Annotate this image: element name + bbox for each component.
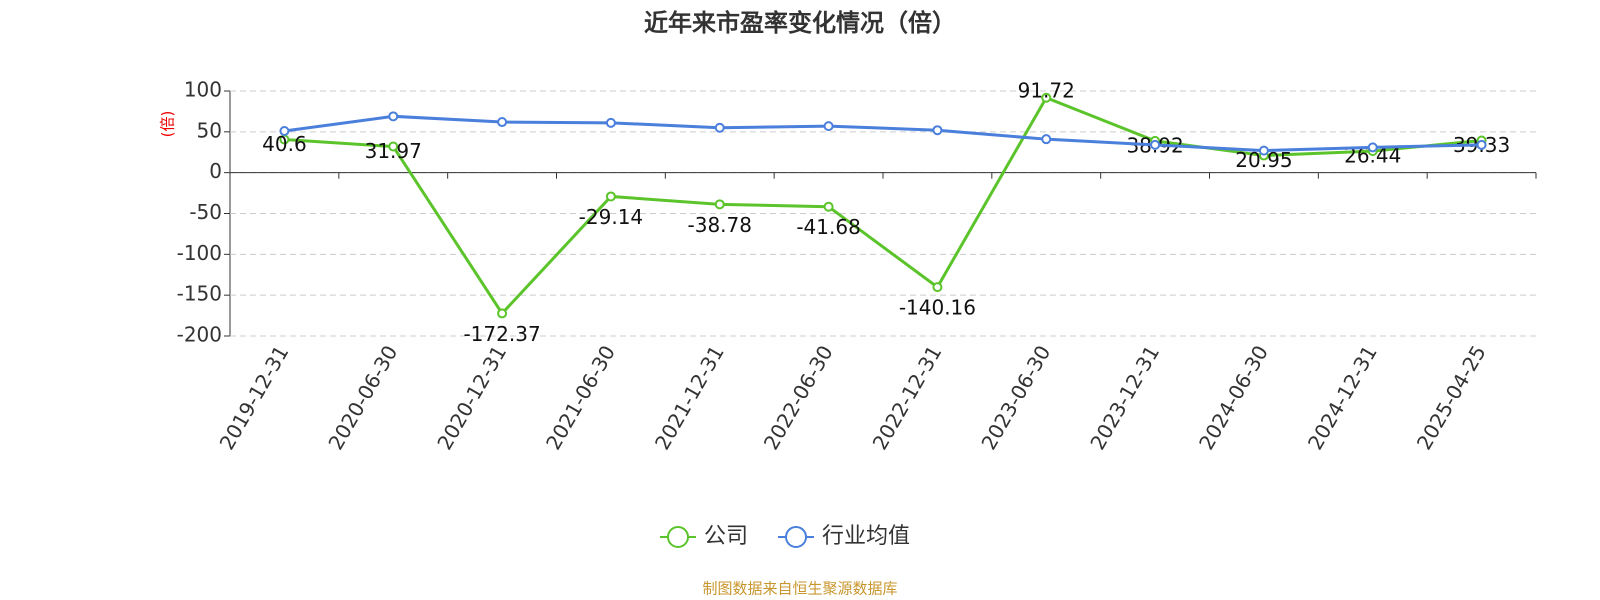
point — [605, 191, 616, 202]
chart-title: 近年来市盈率变化情况（倍） — [644, 9, 956, 37]
y-tick-label: 100 — [184, 78, 222, 102]
point — [1041, 92, 1052, 103]
data-label: -41.68 — [796, 215, 860, 239]
x-tick-label: 2021-06-30 — [541, 341, 620, 454]
data-label: -38.78 — [688, 213, 752, 237]
point — [1041, 134, 1052, 145]
point — [823, 121, 834, 132]
point — [932, 125, 943, 136]
source-note: 制图数据来自恒生聚源数据库 — [702, 580, 897, 598]
x-tick-label: 2024-12-31 — [1303, 341, 1382, 454]
y-tick-label: -100 — [177, 241, 222, 265]
x-tick-label: 2023-06-30 — [976, 341, 1055, 454]
point — [605, 117, 616, 128]
y-tick-label: -50 — [189, 200, 222, 224]
x-tick-label: 2021-12-31 — [650, 341, 729, 454]
data-label: -172.37 — [463, 322, 540, 346]
series-line — [284, 95, 1482, 316]
point — [1476, 139, 1487, 150]
data-label: -140.16 — [899, 296, 976, 320]
x-tick-label: 2025-04-25 — [1412, 341, 1491, 454]
data-label: 91.72 — [1018, 78, 1075, 102]
legend-marker — [667, 526, 689, 548]
series-line — [284, 114, 1482, 153]
point — [714, 199, 725, 210]
point — [1150, 139, 1161, 150]
legend-label: 行业均值 — [822, 524, 910, 549]
y-axis-label: (倍) — [159, 111, 177, 138]
point — [1258, 145, 1269, 156]
y-tick-label: 50 — [197, 118, 222, 142]
point — [823, 201, 834, 212]
point — [388, 141, 399, 152]
data-label: 31.97 — [365, 139, 422, 163]
point — [388, 111, 399, 122]
point — [279, 126, 290, 137]
x-tick-label: 2024-06-30 — [1194, 341, 1273, 454]
x-tick-label: 2022-06-30 — [759, 341, 838, 454]
point — [497, 308, 508, 319]
x-tick-label: 2022-12-31 — [868, 341, 947, 454]
legend-label: 公司 — [704, 524, 748, 549]
point — [1367, 142, 1378, 153]
x-tick-label: 2020-12-31 — [432, 341, 511, 454]
y-tick-label: -150 — [177, 282, 222, 306]
y-tick-label: 0 — [209, 159, 222, 183]
legend-marker — [785, 526, 808, 548]
point — [714, 122, 725, 133]
point — [932, 282, 943, 293]
x-tick-label: 2020-06-30 — [323, 341, 402, 454]
y-tick-label: -200 — [177, 323, 222, 347]
x-tick-label: 2023-12-31 — [1085, 341, 1164, 454]
data-label: -29.14 — [579, 205, 643, 229]
x-tick-label: 2019-12-31 — [215, 341, 294, 454]
point — [497, 117, 508, 128]
